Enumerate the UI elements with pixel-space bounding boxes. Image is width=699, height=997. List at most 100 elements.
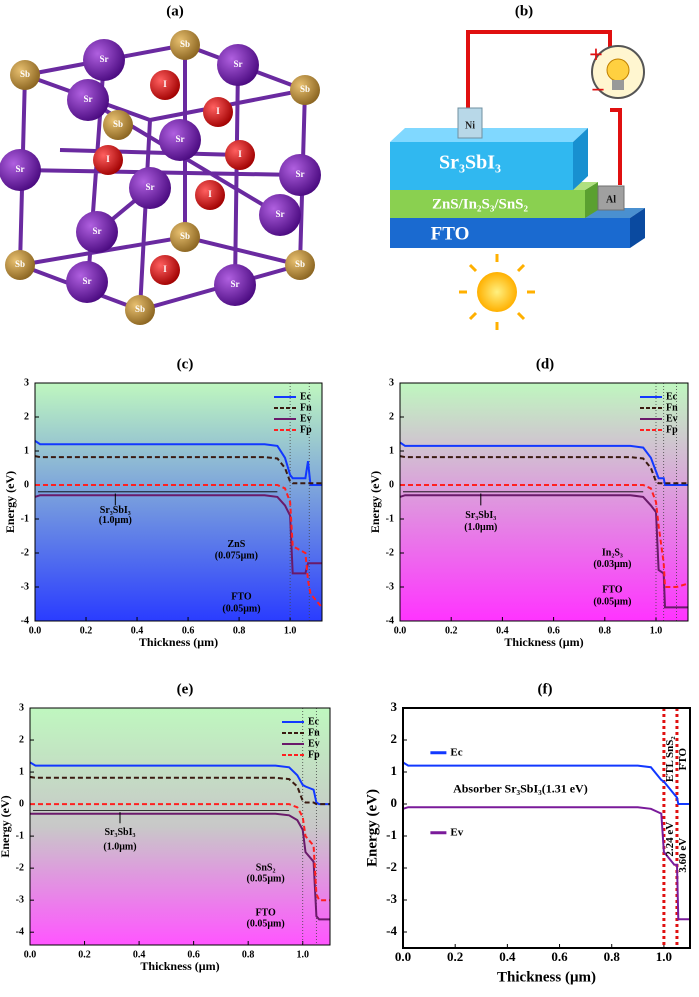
atom-label: Sr: [176, 134, 185, 144]
annotation: FTO: [677, 748, 689, 771]
annotation: Sr₃SbI₃: [465, 510, 496, 521]
legend-label: Fn: [300, 402, 312, 413]
atom: [93, 145, 123, 175]
atom-label: I: [216, 106, 220, 116]
chart-title: (e): [177, 681, 194, 697]
atom-label: Sb: [20, 69, 30, 79]
x-tick-label: 1.0: [656, 949, 672, 964]
y-tick-label: -1: [386, 513, 394, 524]
y-tick-label: 1: [19, 766, 24, 777]
atom: [66, 261, 108, 303]
atom-label: Sr: [234, 59, 243, 69]
series-line: [399, 494, 688, 609]
series-line: [30, 812, 330, 921]
y-tick-label: -1: [386, 827, 397, 842]
chart-title: (c): [177, 356, 194, 372]
annotation: In₂S₃: [602, 547, 623, 558]
annotation: Sr₃SbI₃: [100, 505, 131, 516]
annotation: 2.24 eV: [664, 822, 676, 857]
y-tick-label: 0: [24, 479, 29, 490]
layer-label: FTO: [431, 223, 470, 244]
y-tick-label: 3: [24, 377, 29, 388]
annotation: ZnS: [227, 539, 245, 550]
y-tick-label: 0: [389, 479, 394, 490]
atom: [67, 79, 109, 121]
x-axis-label: Thickness (μm): [140, 959, 219, 973]
x-tick-label: 0.2: [447, 949, 463, 964]
chart: (e) -4 -3 -2 -1 0 1 2 3 0.0 0.2 0.4 0.6 0.8 1.0 Thickne…: [0, 681, 331, 973]
x-axis-label: Thickness (μm): [497, 969, 596, 985]
atom-label: Sr: [276, 209, 285, 219]
y-tick-label: 3: [389, 377, 394, 388]
series-line: [35, 484, 323, 609]
atom-label: I: [208, 189, 212, 199]
x-tick-label: 0.0: [29, 625, 42, 636]
chart: (f) -4 -3 -2 -1 0 1 2 3 0.0 0.2 0.4 0.6 0.8 1.0 Thickne…: [364, 681, 691, 985]
atom: [125, 295, 155, 325]
atom: [170, 222, 200, 252]
polarity: +: [589, 43, 603, 69]
atom: [285, 250, 315, 280]
atom-label: I: [238, 149, 242, 159]
y-tick-label: 3: [391, 699, 398, 714]
x-tick-label: 0.0: [24, 949, 37, 960]
legend-label: Ev: [308, 738, 320, 749]
series-line: [34, 494, 322, 575]
legend-label: Ev: [300, 413, 312, 424]
x-tick-label: 1.0: [296, 949, 309, 960]
y-tick-label: -3: [21, 581, 29, 592]
atom-label: Sb: [295, 259, 305, 269]
y-tick-label: 2: [389, 411, 394, 422]
x-tick-label: 0.4: [131, 625, 144, 636]
plot-background: [400, 383, 688, 621]
series-line: [402, 761, 690, 805]
x-tick-label: 0.8: [604, 949, 621, 964]
annotation: (0.05μm): [593, 597, 631, 608]
y-tick-label: -2: [21, 547, 29, 558]
atom-label: Sr: [93, 226, 102, 236]
atom-label: Sr: [146, 182, 155, 192]
y-tick-label: -1: [16, 830, 24, 841]
atom: [150, 255, 180, 285]
atom: [76, 211, 118, 253]
annotation: Sr₃SbI₃: [104, 827, 135, 838]
legend-label: Ev: [666, 413, 678, 424]
x-axis-label: Thickness (μm): [504, 635, 583, 649]
layer-label: Sr₃SbI₃: [439, 152, 501, 174]
annotation: (0.05μm): [247, 918, 285, 929]
y-tick-label: 0: [19, 798, 24, 809]
x-tick-label: 0.2: [445, 625, 458, 636]
y-tick-label: 1: [24, 445, 29, 456]
legend-label: Ec: [450, 746, 462, 758]
atom: [150, 70, 180, 100]
series-line: [34, 439, 322, 486]
series-line: [34, 455, 322, 485]
annotation: ETL SnS₂: [664, 736, 676, 783]
y-axis-label: Energy (eV): [364, 789, 380, 867]
annotation: (0.05μm): [222, 603, 260, 614]
chart: (d) -4 -3 -2 -1 0 1 2 3 0.0 0.2 0.4 0.6 0.8 1.0 Thickne…: [368, 356, 689, 649]
atom: [225, 140, 255, 170]
annotation: (1.0μm): [103, 842, 136, 853]
legend-label: Ec: [666, 391, 678, 402]
y-tick-label: -2: [386, 859, 397, 874]
x-tick-label: 0.4: [496, 625, 509, 636]
series-line: [30, 803, 330, 902]
chart: (c) -4 -3 -2 -1 0 1 2 3 0.0 0.2 0.4 0.6 0.8 1.0 Thickne…: [3, 356, 323, 649]
x-tick-label: 0.6: [547, 625, 560, 636]
y-tick-label: -1: [21, 513, 29, 524]
atom-label: Sr: [100, 54, 109, 64]
y-axis-label: Energy (eV): [0, 795, 12, 857]
atom-label: Sr: [16, 164, 25, 174]
annotation: SnS₂: [256, 862, 276, 873]
annotation: Absorber Sr₃SbI₃(1.31 eV): [453, 781, 588, 795]
chart-title: (f): [538, 681, 553, 697]
plot-background: [30, 708, 330, 945]
annotation: (1.0μm): [99, 515, 132, 526]
annotation: (1.0μm): [464, 522, 497, 533]
annotation: FTO: [231, 591, 252, 602]
x-tick-label: 0.8: [242, 949, 255, 960]
atom-label: Sr: [84, 94, 93, 104]
series-line: [400, 484, 689, 588]
y-tick-label: -4: [21, 615, 29, 626]
